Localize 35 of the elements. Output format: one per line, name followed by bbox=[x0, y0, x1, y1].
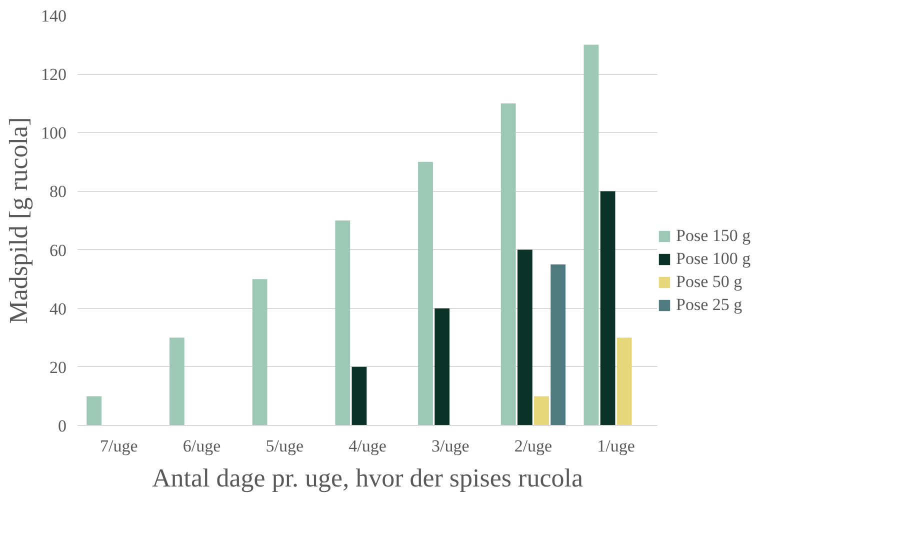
bar bbox=[86, 396, 102, 426]
x-tick-label: 2/uge bbox=[514, 436, 552, 456]
bar bbox=[616, 338, 632, 426]
bar bbox=[600, 191, 616, 426]
x-tick-label: 5/uge bbox=[266, 436, 304, 456]
bar bbox=[534, 396, 549, 426]
bar bbox=[517, 250, 532, 426]
bar bbox=[434, 308, 450, 426]
x-tick-label: 3/uge bbox=[431, 436, 470, 456]
bar bbox=[550, 264, 566, 426]
x-axis-title: Antal dage pr. uge, hvor der spises rucola bbox=[152, 464, 584, 492]
y-tick-label: 20 bbox=[50, 358, 66, 377]
y-tick-label: 80 bbox=[50, 182, 66, 202]
y-tick-label: 60 bbox=[50, 240, 66, 260]
legend-label: Pose 25 g bbox=[676, 295, 742, 315]
y-tick-label: 0 bbox=[58, 416, 66, 436]
bar bbox=[500, 103, 516, 426]
x-tick-label: 6/uge bbox=[182, 436, 221, 456]
bar bbox=[335, 220, 350, 426]
y-tick-label: 40 bbox=[50, 299, 66, 318]
x-tick-label: 4/uge bbox=[348, 436, 386, 456]
bar bbox=[169, 338, 184, 426]
y-tick-label: 120 bbox=[41, 65, 66, 84]
y-tick-label: 100 bbox=[41, 124, 66, 143]
bar bbox=[584, 44, 599, 426]
y-tick-label: 140 bbox=[41, 6, 66, 26]
legend-label: Pose 50 g bbox=[676, 272, 742, 292]
x-tick-label: 7/uge bbox=[100, 436, 138, 456]
bar bbox=[252, 279, 268, 426]
x-tick-label: 1/uge bbox=[597, 436, 635, 456]
bar bbox=[418, 162, 433, 426]
legend-label: Pose 100 g bbox=[676, 249, 751, 269]
legend-label: Pose 150 g bbox=[676, 226, 751, 246]
bar bbox=[352, 366, 367, 426]
y-axis-title: Madspild [g rucola] bbox=[4, 117, 33, 324]
